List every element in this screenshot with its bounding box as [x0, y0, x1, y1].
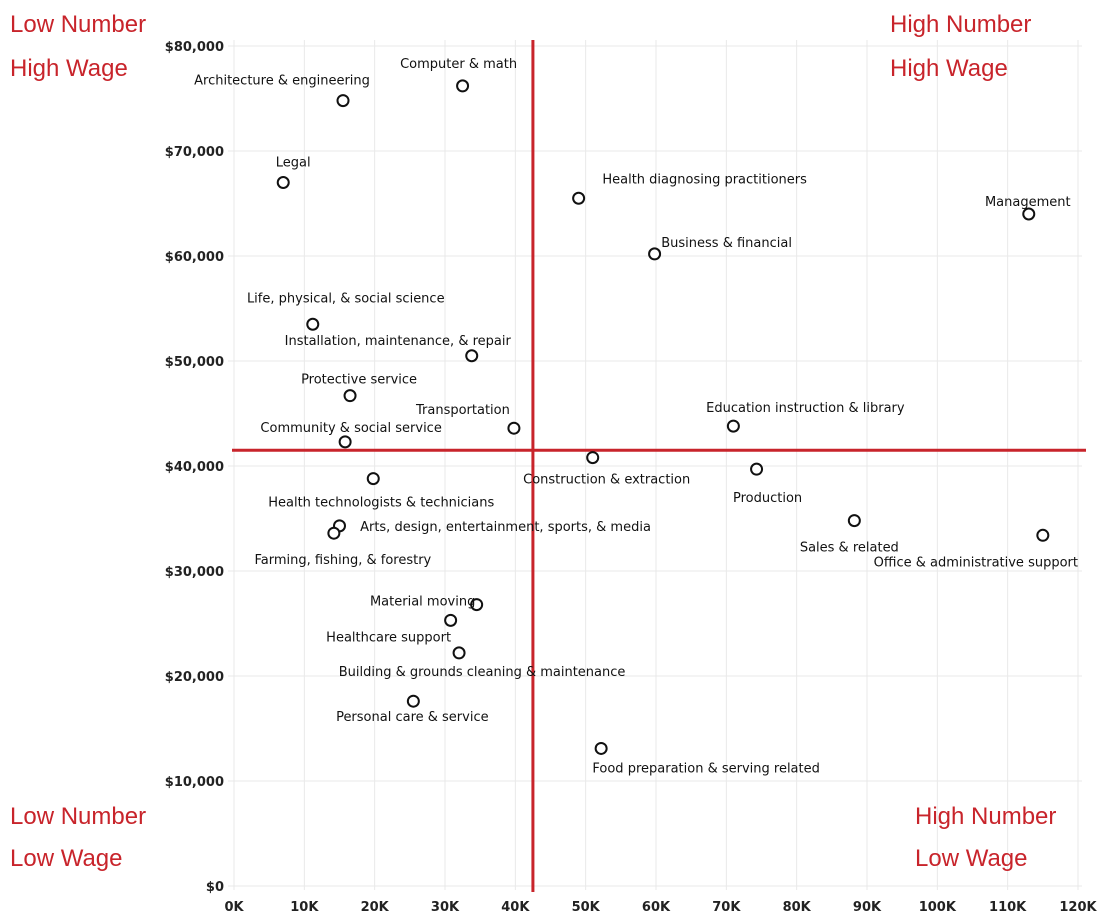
- x-tick-label: 70K: [712, 900, 741, 915]
- quadrant-top-right-line2: High Wage: [890, 55, 1008, 82]
- quadrant-labels: Low Number High Wage High Number High Wa…: [10, 11, 1056, 872]
- scatter-point: [470, 598, 484, 612]
- scatter-point: [572, 191, 586, 205]
- scatter-point: [594, 741, 608, 755]
- scatter-point: [726, 419, 740, 433]
- point-label: Installation, maintenance, & repair: [285, 334, 512, 349]
- quadrant-bottom-left-line2: Low Wage: [10, 845, 123, 872]
- point-label: Material moving: [370, 595, 475, 610]
- x-tick-label: 110K: [989, 900, 1027, 915]
- quadrant-top-right-line1: High Number: [890, 11, 1031, 38]
- reference-lines: [232, 40, 1086, 892]
- point-labels: Computer & math Architecture & engineerin…: [194, 57, 1078, 777]
- x-tick-label: 60K: [642, 900, 671, 915]
- scatter-point: [465, 349, 479, 363]
- x-tick-label: 10K: [290, 900, 319, 915]
- y-tick-label: $40,000: [165, 460, 224, 475]
- point-label: Computer & math: [400, 57, 517, 72]
- y-axis-ticks: $0 $10,000 $20,000 $30,000 $40,000 $50,000 $60…: [165, 40, 224, 895]
- point-label: Production: [733, 491, 802, 506]
- scatter-point: [507, 421, 521, 435]
- quadrant-bottom-right-line1: High Number: [915, 803, 1056, 830]
- quadrant-top-left-line1: Low Number: [10, 11, 146, 38]
- x-tick-label: 20K: [361, 900, 390, 915]
- scatter-point: [338, 435, 352, 449]
- x-tick-label: 100K: [919, 900, 957, 915]
- point-label: Health diagnosing practitioners: [602, 172, 807, 187]
- scatter-point: [586, 451, 600, 465]
- scatter-point: [366, 472, 380, 486]
- scatter-point: [336, 94, 350, 108]
- y-tick-label: $0: [206, 880, 224, 895]
- point-label: Protective service: [301, 373, 417, 388]
- point-label: Arts, design, entertainment, sports, & m…: [360, 520, 651, 535]
- data-points: [276, 79, 1050, 755]
- x-tick-label: 50K: [572, 900, 601, 915]
- y-tick-label: $10,000: [165, 775, 224, 790]
- y-tick-label: $70,000: [165, 145, 224, 160]
- point-label: Transportation: [415, 403, 510, 418]
- point-label: Office & administrative support: [874, 555, 1078, 570]
- quadrant-bottom-right-line2: Low Wage: [915, 845, 1028, 872]
- x-tick-label: 30K: [431, 900, 460, 915]
- scatter-point: [343, 389, 357, 403]
- point-label: Building & grounds cleaning & maintenanc…: [339, 665, 626, 680]
- x-tick-label: 80K: [783, 900, 812, 915]
- point-label: Sales & related: [800, 541, 899, 556]
- x-tick-label: 90K: [853, 900, 882, 915]
- scatter-point: [1036, 528, 1050, 542]
- point-label: Health technologists & technicians: [268, 496, 494, 511]
- point-label: Healthcare support: [326, 630, 451, 645]
- x-axis-ticks: 0K 10K 20K 30K 40K 50K 60K 70K 80K 90K 100K 110K 120…: [224, 900, 1097, 915]
- y-tick-label: $50,000: [165, 355, 224, 370]
- x-tick-label: 40K: [501, 900, 530, 915]
- quadrant-top-left-line2: High Wage: [10, 55, 128, 82]
- x-tick-label: 0K: [224, 900, 244, 915]
- scatter-point: [444, 613, 458, 627]
- scatter-point: [750, 462, 764, 476]
- gridlines: [228, 40, 1082, 890]
- scatter-point: [276, 176, 290, 189]
- scatter-point: [847, 514, 861, 528]
- point-label: Education instruction & library: [706, 401, 905, 416]
- y-tick-label: $30,000: [165, 565, 224, 580]
- y-tick-label: $80,000: [165, 40, 224, 55]
- scatter-point: [648, 247, 662, 261]
- scatter-point: [327, 526, 341, 540]
- y-tick-label: $60,000: [165, 250, 224, 265]
- point-label: Construction & extraction: [523, 473, 690, 488]
- point-label: Legal: [276, 156, 311, 171]
- point-label: Personal care & service: [336, 710, 489, 725]
- point-label: Business & financial: [661, 236, 792, 251]
- point-label: Community & social service: [260, 421, 441, 436]
- quadrant-bottom-left-line1: Low Number: [10, 803, 146, 830]
- scatter-point: [406, 694, 420, 708]
- point-label: Food preparation & serving related: [592, 761, 819, 776]
- point-label: Management: [985, 195, 1071, 210]
- scatter-point: [1022, 207, 1036, 221]
- scatter-point: [456, 79, 470, 93]
- point-label: Life, physical, & social science: [247, 291, 445, 306]
- point-label: Farming, fishing, & forestry: [255, 553, 432, 568]
- scatter-point: [452, 646, 466, 660]
- x-tick-label: 120K: [1059, 900, 1097, 915]
- scatter-point: [306, 317, 320, 331]
- y-tick-label: $20,000: [165, 670, 224, 685]
- point-label: Architecture & engineering: [194, 74, 370, 89]
